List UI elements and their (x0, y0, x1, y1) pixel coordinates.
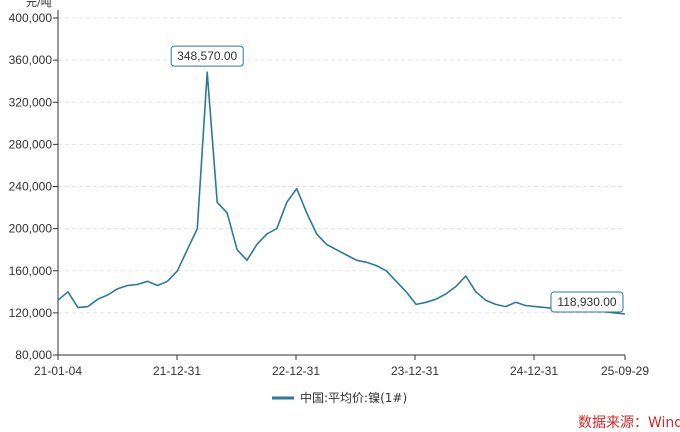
x-tick-label: 22-12-31 (272, 364, 320, 378)
legend-label[interactable]: 中国:平均价:镍(1#) (300, 390, 407, 405)
x-tick-label: 23-12-31 (391, 364, 439, 378)
x-tick-label: 25-09-29 (601, 364, 649, 378)
series-group (58, 72, 625, 314)
y-axis: 80,000 120,000 160,000 200,000 240,000 280,00… (9, 10, 58, 362)
annotation-label: 118,930.00 (557, 295, 616, 309)
y-tick-label: 200,000 (9, 222, 53, 236)
x-tick-label: 21-12-31 (153, 364, 201, 378)
annotation-label: 348,570.00 (177, 49, 237, 63)
x-tick-label: 21-01-04 (34, 364, 82, 378)
y-tick-label: 160,000 (9, 264, 53, 278)
y-tick-label: 400,000 (9, 11, 53, 25)
x-tick-label: 24-12-31 (510, 364, 558, 378)
annotations-group: 348,570.00 118,930.00 (171, 46, 623, 312)
y-tick-label: 280,000 (9, 137, 53, 151)
x-axis: 21-01-04 21-12-31 22-12-31 23-12-31 24-12-31… (34, 355, 649, 378)
y-tick-label: 120,000 (9, 306, 53, 320)
y-tick-label: 80,000 (15, 348, 52, 362)
y-tick-label: 320,000 (9, 95, 53, 109)
y-tick-label: 360,000 (9, 53, 53, 67)
series-line (58, 72, 625, 314)
data-source-label: 数据来源：Wind (578, 412, 680, 432)
y-tick-label: 240,000 (9, 180, 53, 194)
legend[interactable]: 中国:平均价:镍(1#) (272, 390, 407, 405)
grid-lines (58, 18, 625, 313)
